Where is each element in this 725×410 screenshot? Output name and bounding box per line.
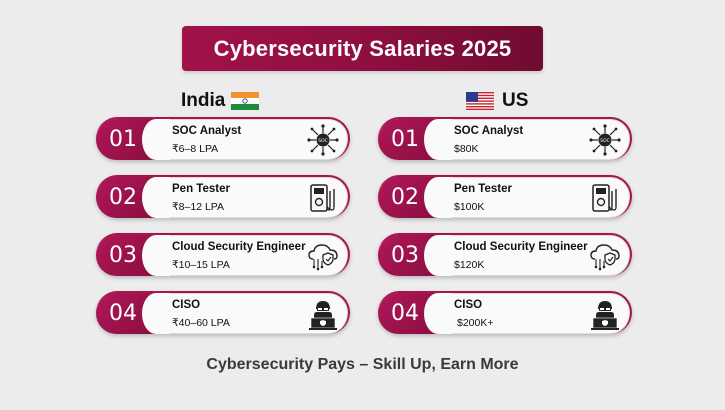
soc-network-icon: SOC [588,123,622,157]
cloud-shield-icon [306,239,340,273]
role-title: Pen Tester [172,183,230,195]
us-flag-icon [466,92,494,110]
role-title: SOC Analyst [454,125,524,137]
role-title: Pen Tester [454,183,512,195]
card-number: 04 [96,293,170,334]
us-label: US [502,90,529,111]
role-title: CISO [172,299,201,311]
role-title: CISO [454,299,483,311]
salary-value: ₹8–12 LPA [172,201,225,213]
role-title: Cloud Security Engineer [172,241,306,253]
salary-value: $200K+ [457,317,494,329]
footer-tagline: Cybersecurity Pays – Skill Up, Earn More [206,356,519,373]
salary-value: $100K [454,201,485,213]
salary-value: $120K [454,259,485,271]
card-number: 03 [378,235,452,276]
us-column-heading: US [466,88,528,114]
hacker-laptop-icon [306,297,340,331]
card-number: 01 [96,119,170,160]
card-number: 04 [378,293,452,334]
us-card-cloud-security-engineer: 03 Cloud Security Engineer $120K [378,233,632,276]
india-column-heading: India [181,88,260,114]
card-number: 02 [96,177,170,218]
card-number: 02 [378,177,452,218]
salary-value: ₹10–15 LPA [172,259,230,271]
india-card-pen-tester: 02 Pen Tester ₹8–12 LPA [96,175,350,218]
svg-text:SOC: SOC [318,138,328,144]
multimeter-icon [306,181,340,215]
india-card-cloud-security-engineer: 03 Cloud Security Engineer ₹10–15 LPA [96,233,350,276]
multimeter-icon [588,181,622,215]
cloud-shield-icon [588,239,622,273]
hacker-laptop-icon [588,297,622,331]
card-number: 01 [378,119,452,160]
india-card-soc-analyst: 01 SOC Analyst ₹6–8 LPA SOC [96,117,350,160]
salary-value: ₹40–60 LPA [172,317,230,329]
svg-text:SOC: SOC [600,138,610,144]
us-card-pen-tester: 02 Pen Tester $100K [378,175,632,218]
india-label: India [181,90,226,111]
us-card-ciso: 04 CISO $200K+ [378,291,632,334]
page-title: Cybersecurity Salaries 2025 [182,26,543,71]
salary-value: $80K [454,143,479,155]
role-title: Cloud Security Engineer [454,241,588,253]
salary-value: ₹6–8 LPA [172,143,219,155]
us-card-soc-analyst: 01 SOC Analyst $80K SOC [378,117,632,160]
role-title: SOC Analyst [172,125,242,137]
india-card-ciso: 04 CISO ₹40–60 LPA [96,291,350,334]
india-flag-icon [231,92,260,110]
card-number: 03 [96,235,170,276]
soc-network-icon: SOC [306,123,340,157]
